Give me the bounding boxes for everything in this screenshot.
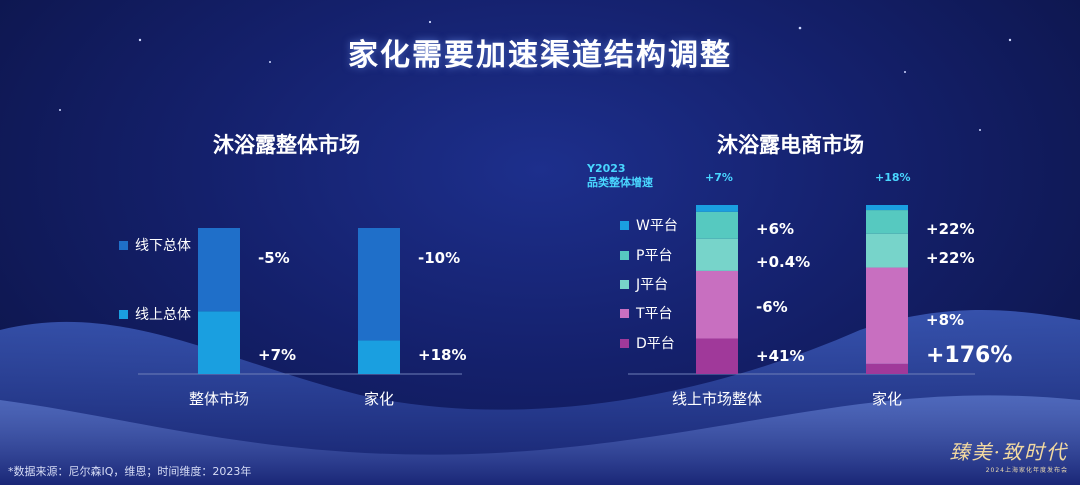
bar-segment-P-0 bbox=[696, 211, 738, 239]
bar-segment-J-1 bbox=[866, 233, 908, 268]
category-label-1: 家化 bbox=[364, 390, 395, 408]
legend-swatch-offline bbox=[119, 240, 128, 250]
growth-label-D-0: +41% bbox=[756, 347, 805, 365]
growth-label-online-0: +7% bbox=[258, 346, 297, 364]
bar-segment-T-1 bbox=[866, 267, 908, 364]
bar-segment-J-0 bbox=[696, 238, 738, 271]
legend-item-online: 线上总体 bbox=[119, 304, 191, 324]
growth-label-T-1: +8% bbox=[926, 311, 965, 329]
legend-item-offline: 线下总体 bbox=[119, 235, 191, 255]
legend-label-T: T平台 bbox=[636, 306, 673, 322]
category-label-r-0: 线上市场整体 bbox=[672, 390, 763, 408]
bar-segment-D-0 bbox=[696, 338, 738, 374]
growth-label-J-1: +22% bbox=[926, 249, 975, 267]
page-title: 家化需要加速渠道结构调整 bbox=[348, 38, 732, 73]
bar-segment-D-1 bbox=[866, 363, 908, 374]
bar-segment-P-1 bbox=[866, 210, 908, 234]
legend-item-P: P平台 bbox=[620, 245, 672, 265]
right-chart-title: 沐浴露电商市场 bbox=[717, 133, 864, 157]
legend-label-online: 线上总体 bbox=[135, 307, 191, 323]
bar-segment-online-0 bbox=[198, 311, 240, 374]
total-growth-0: +7% bbox=[705, 171, 733, 184]
bar-segment-T-0 bbox=[696, 270, 738, 339]
logo-sub-text: 2024上海家化年度发布会 bbox=[985, 467, 1068, 474]
category-label-0: 整体市场 bbox=[189, 390, 250, 408]
legend-swatch-T bbox=[620, 308, 629, 318]
legend-item-D: D平台 bbox=[620, 333, 675, 353]
bar-segment-online-1 bbox=[358, 340, 400, 374]
source-note: *数据来源：尼尔森IQ，维恩；时间维度：2023年 bbox=[8, 465, 252, 478]
bar-segment-W-1 bbox=[866, 205, 908, 211]
category-label-r-1: 家化 bbox=[872, 390, 903, 408]
growth-label-T-0: -6% bbox=[756, 298, 788, 316]
growth-label-D-1: +176% bbox=[926, 343, 1013, 368]
growth-label-J-0: +0.4% bbox=[756, 253, 811, 271]
logo-main-text: 臻美·致时代 bbox=[949, 440, 1068, 464]
bar-segment-offline-0 bbox=[198, 228, 240, 312]
legend-label-J: J平台 bbox=[636, 277, 669, 293]
growth-label-offline-1: -10% bbox=[418, 249, 461, 267]
y2023-line2: 品类整体增速 bbox=[587, 176, 653, 189]
growth-label-offline-0: -5% bbox=[258, 249, 290, 267]
legend-item-W: W平台 bbox=[620, 215, 678, 235]
wave-front bbox=[0, 395, 1080, 485]
legend-swatch-W bbox=[620, 220, 629, 230]
legend-swatch-J bbox=[620, 279, 629, 289]
bar-segment-offline-1 bbox=[358, 228, 400, 341]
stars bbox=[59, 20, 1012, 131]
legend-swatch-D bbox=[620, 338, 629, 348]
legend-item-T: T平台 bbox=[620, 303, 673, 323]
legend-swatch-P bbox=[620, 250, 629, 260]
left-chart-title: 沐浴露整体市场 bbox=[213, 133, 360, 157]
event-logo: 臻美·致时代 2024上海家化年度发布会 bbox=[950, 436, 1068, 474]
legend-label-offline: 线下总体 bbox=[135, 238, 191, 254]
bar-segment-W-0 bbox=[696, 205, 738, 212]
legend-swatch-online bbox=[119, 309, 128, 319]
total-growth-1: +18% bbox=[875, 171, 911, 184]
legend-item-J: J平台 bbox=[620, 274, 668, 294]
legend-label-D: D平台 bbox=[636, 336, 675, 352]
legend-label-W: W平台 bbox=[636, 218, 678, 234]
y2023-label: Y2023 品类整体增速 bbox=[587, 162, 653, 190]
y2023-line1: Y2023 bbox=[587, 162, 626, 175]
growth-label-P-0: +6% bbox=[756, 220, 795, 238]
legend-label-P: P平台 bbox=[636, 248, 673, 264]
growth-label-P-1: +22% bbox=[926, 220, 975, 238]
growth-label-online-1: +18% bbox=[418, 346, 467, 364]
